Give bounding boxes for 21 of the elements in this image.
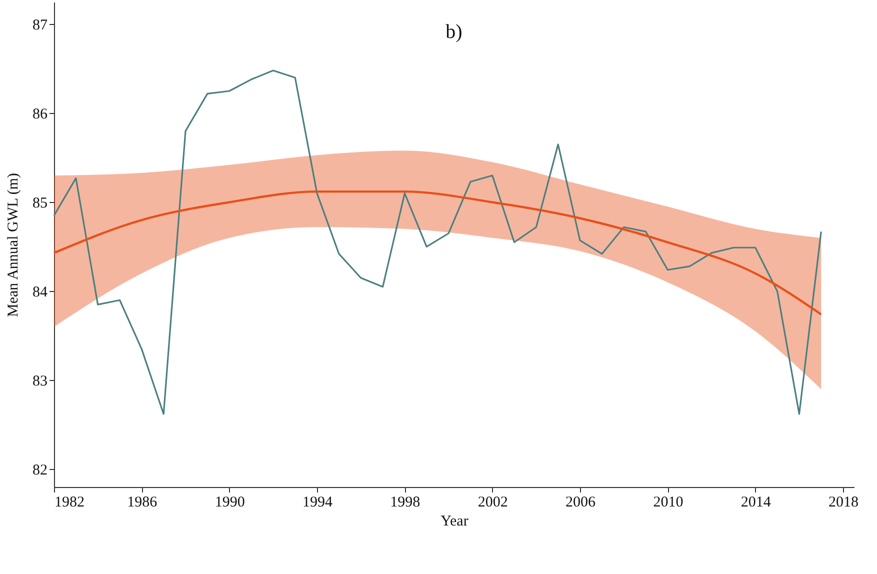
x-tick-label: 1994 — [302, 494, 334, 510]
y-tick-label: 84 — [32, 284, 48, 301]
x-tick-label: 2006 — [566, 494, 596, 510]
y-tick-label: 86 — [32, 106, 48, 123]
text: b) — [446, 21, 462, 43]
x-tick-label: 2014 — [740, 494, 772, 510]
x-tick-label: 2002 — [478, 494, 508, 510]
line-series — [52, 190, 822, 316]
x-tick-label: 1982 — [54, 494, 84, 510]
y-tick-label: 85 — [32, 196, 48, 212]
x-tick-label: 2018 — [828, 494, 859, 510]
y-tick-label: 82 — [32, 462, 48, 479]
y-axis-title: Mean Annual GWL (m) — [6, 173, 22, 317]
x-axis-title: Year — [440, 514, 468, 530]
y-tick-label: 87 — [32, 18, 48, 34]
x-tick-label: 2010 — [653, 494, 684, 510]
x-tick-label: 1990 — [214, 494, 245, 510]
x-tick-label: 1998 — [390, 494, 420, 510]
x-tick-label: 1986 — [127, 494, 158, 510]
y-tick-label: 83 — [32, 374, 48, 390]
line-series — [53, 70, 822, 415]
